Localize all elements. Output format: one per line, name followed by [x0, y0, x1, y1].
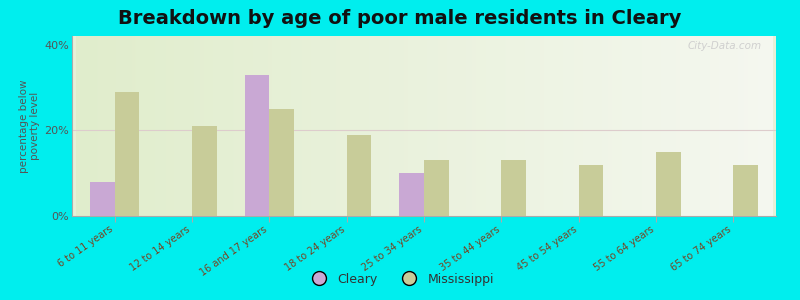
Bar	[399, 173, 424, 216]
Bar	[270, 109, 294, 216]
Legend: Cleary, Mississippi: Cleary, Mississippi	[301, 268, 499, 291]
Bar	[114, 92, 139, 216]
Bar	[346, 135, 371, 216]
Text: Breakdown by age of poor male residents in Cleary: Breakdown by age of poor male residents …	[118, 9, 682, 28]
Bar	[656, 152, 681, 216]
Bar	[424, 160, 449, 216]
Text: City-Data.com: City-Data.com	[688, 41, 762, 51]
Bar	[734, 165, 758, 216]
Bar	[578, 165, 603, 216]
Y-axis label: percentage below
poverty level: percentage below poverty level	[18, 79, 40, 173]
Bar	[90, 182, 114, 216]
Bar	[245, 75, 270, 216]
Bar	[192, 126, 217, 216]
Bar	[502, 160, 526, 216]
